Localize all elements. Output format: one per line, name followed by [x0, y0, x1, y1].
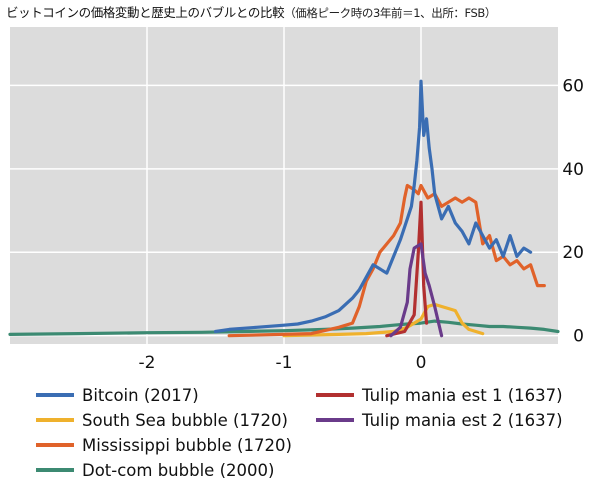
chart-title-main: ビットコインの価格変動と歴史上のバブルとの比較 — [6, 5, 285, 20]
series-line-5 — [389, 242, 444, 338]
chart-title: ビットコインの価格変動と歴史上のバブルとの比較（価格ピーク時の3年前＝1、出所：… — [6, 2, 496, 21]
x-tick-label: -1 — [276, 353, 293, 373]
tick-labels: -2 -1 0 0 20 40 60 — [139, 76, 584, 373]
series-layer — [8, 79, 560, 338]
y-tick-label: 20 — [562, 243, 584, 263]
y-tick-label: 60 — [562, 76, 584, 96]
x-tick-label: 0 — [416, 353, 427, 373]
x-tick-label: -2 — [139, 353, 156, 373]
y-tick-label: 0 — [573, 327, 584, 347]
series-line-2 — [227, 183, 546, 338]
series-line-1 — [282, 302, 485, 338]
y-tick-label: 40 — [562, 160, 584, 180]
series-line-0 — [213, 79, 533, 334]
chart-title-note: （価格ピーク時の3年前＝1、出所：FSB） — [284, 6, 497, 20]
series-line-4 — [385, 200, 429, 338]
